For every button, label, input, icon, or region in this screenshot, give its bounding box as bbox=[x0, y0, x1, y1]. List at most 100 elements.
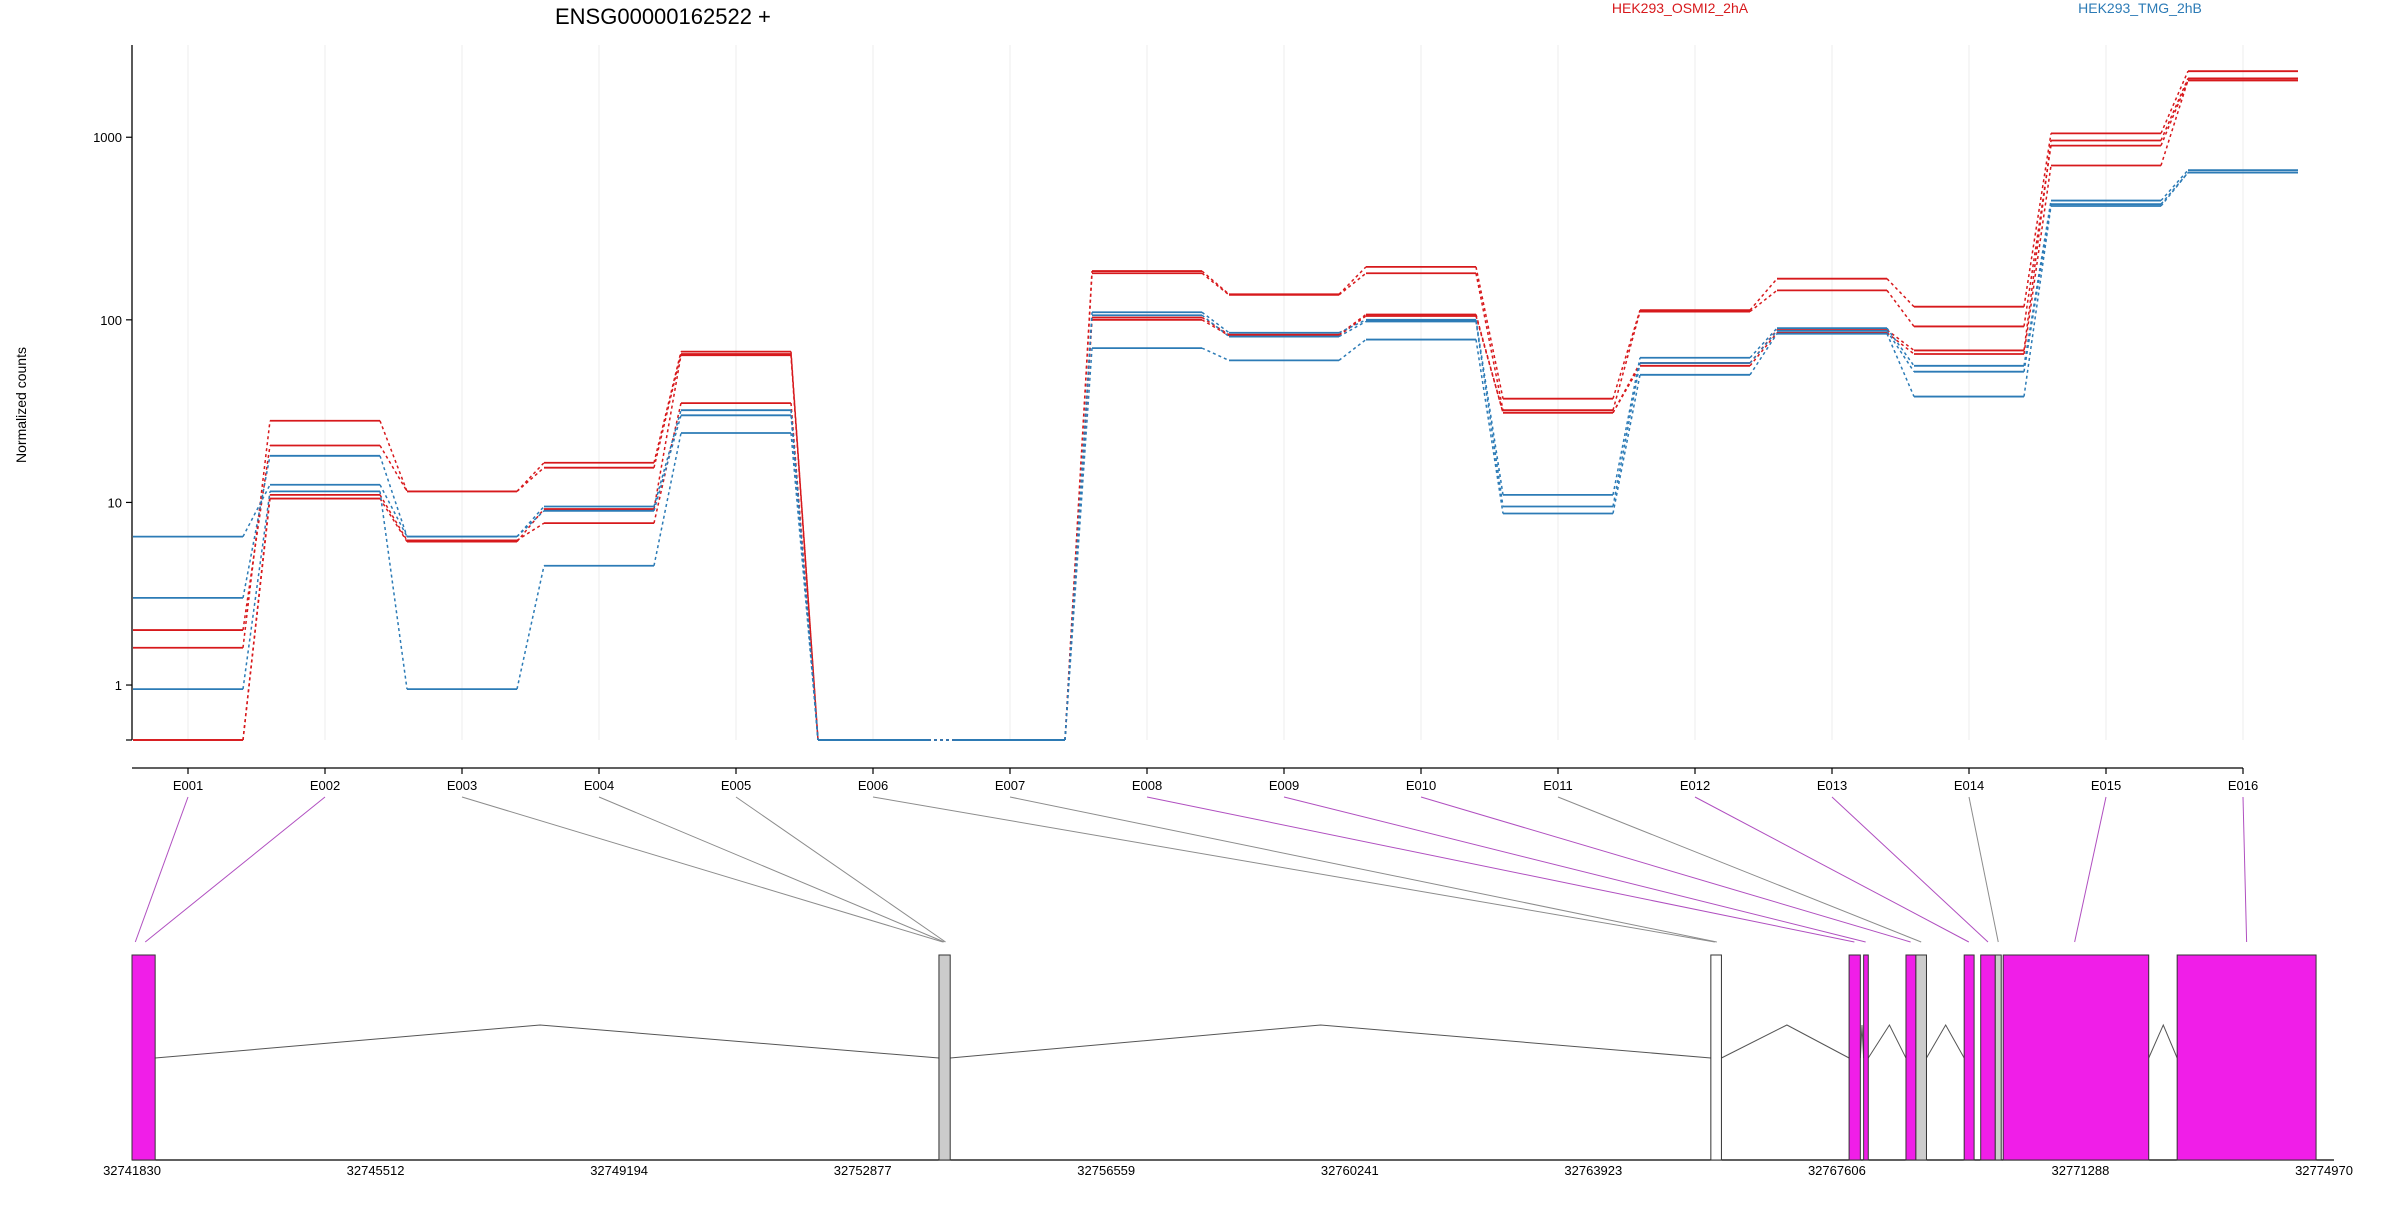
connector bbox=[516, 565, 545, 690]
exon-label-e013: E013 bbox=[1817, 778, 1847, 793]
link-e015 bbox=[2074, 796, 2107, 943]
exon-label-e014: E014 bbox=[1954, 778, 1984, 793]
connector bbox=[1338, 319, 1367, 334]
link-e006 bbox=[872, 796, 1715, 943]
intron-line bbox=[1721, 1024, 1850, 1059]
exon-box bbox=[1710, 954, 1722, 1161]
connector bbox=[1064, 315, 1093, 741]
connector bbox=[653, 353, 682, 468]
coordinate-label: 32752877 bbox=[834, 1163, 892, 1178]
exon-box bbox=[1848, 954, 1861, 1161]
connector bbox=[1749, 330, 1778, 364]
connector bbox=[2023, 140, 2052, 351]
connector bbox=[2160, 172, 2189, 205]
exon-box bbox=[1980, 954, 1996, 1161]
connector bbox=[516, 510, 545, 538]
connector bbox=[516, 462, 545, 492]
link-e005 bbox=[735, 796, 946, 943]
y-tick-label: 1 bbox=[115, 678, 122, 693]
exon-box bbox=[938, 954, 951, 1161]
connector bbox=[1338, 338, 1367, 361]
connector bbox=[653, 351, 682, 463]
connector bbox=[1612, 374, 1641, 514]
intron-line bbox=[1926, 1023, 1965, 1059]
coordinate-label: 32771288 bbox=[2052, 1163, 2110, 1178]
connector bbox=[2023, 205, 2052, 397]
legend-entry-osmi2: HEK293_OSMI2_2hA bbox=[1612, 0, 1749, 16]
connector bbox=[1749, 333, 1778, 376]
connector bbox=[2023, 200, 2052, 366]
coordinate-label: 32745512 bbox=[347, 1163, 405, 1178]
connector bbox=[379, 445, 408, 492]
y-axis-label: Normalized counts bbox=[13, 347, 29, 463]
exon-label-e015: E015 bbox=[2091, 778, 2121, 793]
connector bbox=[1886, 330, 1915, 373]
legend-entry-tmg: HEK293_TMG_2hB bbox=[2078, 0, 2202, 16]
connector bbox=[790, 355, 819, 741]
y-tick-label: 10 bbox=[108, 495, 122, 510]
link-e011 bbox=[1557, 796, 1922, 943]
connector bbox=[1201, 316, 1230, 336]
link-e010 bbox=[1420, 796, 1911, 943]
connector bbox=[2160, 80, 2189, 166]
link-e016 bbox=[2242, 796, 2248, 943]
connector bbox=[1886, 333, 1915, 397]
x-axis: E001 E002 E003 E004 E005 E006 E007 E008 E009 E010… bbox=[132, 767, 2258, 793]
connector bbox=[242, 455, 271, 599]
exon-box bbox=[2002, 954, 2150, 1161]
coordinate-label: 32763923 bbox=[1564, 1163, 1622, 1178]
series-line-1 bbox=[133, 70, 2298, 741]
exon-box bbox=[1863, 954, 1869, 1161]
series-line-5 bbox=[133, 169, 2298, 741]
connector bbox=[1749, 327, 1778, 359]
connector bbox=[1201, 319, 1230, 337]
intron-line bbox=[155, 1024, 939, 1059]
series-line-6 bbox=[133, 171, 2298, 741]
grid-lines bbox=[187, 45, 2244, 740]
connector bbox=[2023, 204, 2052, 372]
connector bbox=[1338, 272, 1367, 296]
connector bbox=[379, 498, 408, 543]
connector bbox=[379, 484, 408, 537]
connector bbox=[242, 484, 271, 537]
exon-box bbox=[1905, 954, 1917, 1161]
connector bbox=[1338, 320, 1367, 338]
connector bbox=[1201, 311, 1230, 334]
link-e002 bbox=[144, 796, 326, 943]
connector bbox=[2023, 133, 2052, 307]
exon-box bbox=[2176, 954, 2317, 1161]
connector bbox=[1749, 332, 1778, 367]
series-line-7 bbox=[133, 171, 2298, 741]
exon-label-e010: E010 bbox=[1406, 778, 1436, 793]
series-line-4 bbox=[133, 77, 2298, 741]
exon-label-e008: E008 bbox=[1132, 778, 1162, 793]
exon-box bbox=[1963, 954, 1975, 1161]
connector bbox=[1064, 348, 1093, 741]
connector bbox=[1612, 362, 1641, 507]
link-e004 bbox=[598, 796, 945, 943]
exon-link-lines bbox=[134, 796, 2248, 943]
link-e003 bbox=[461, 796, 944, 943]
connector bbox=[1201, 270, 1230, 295]
link-e001 bbox=[134, 796, 189, 943]
connector bbox=[1475, 315, 1504, 413]
y-tick-label: 100 bbox=[100, 313, 122, 328]
connector bbox=[242, 491, 271, 690]
chart-title: ENSG00000162522 + bbox=[555, 4, 771, 29]
coordinate-label: 32774970 bbox=[2295, 1163, 2353, 1178]
coordinate-label: 32767606 bbox=[1808, 1163, 1866, 1178]
exon-label-e007: E007 bbox=[995, 778, 1025, 793]
y-axis: 1 10 100 1000 bbox=[93, 45, 133, 741]
exon-box bbox=[1915, 954, 1927, 1161]
connector bbox=[1064, 273, 1093, 741]
link-e014 bbox=[1968, 796, 1999, 943]
connector bbox=[1338, 266, 1367, 295]
y-tick-label: 1000 bbox=[93, 130, 122, 145]
connector bbox=[1475, 314, 1504, 413]
series-lines bbox=[133, 70, 2298, 741]
exon-box bbox=[131, 954, 156, 1161]
connector bbox=[379, 455, 408, 537]
connector bbox=[653, 415, 682, 511]
connector bbox=[242, 445, 271, 631]
